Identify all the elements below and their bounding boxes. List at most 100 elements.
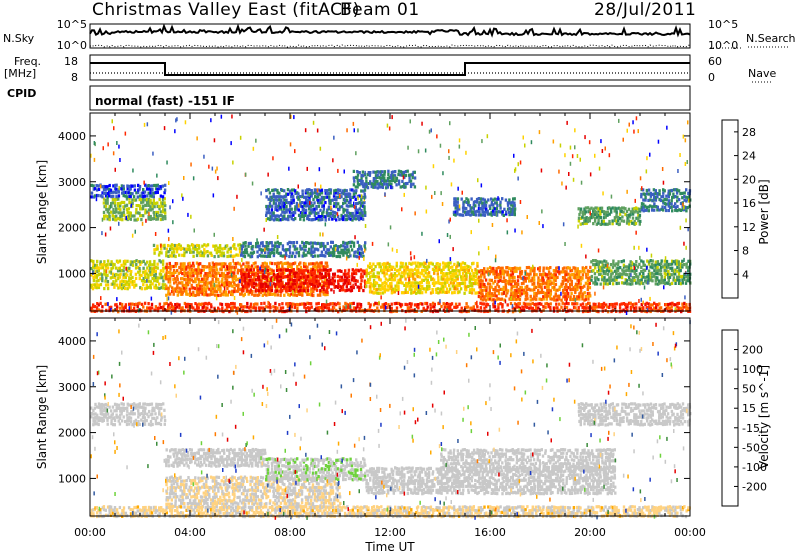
power-cell xyxy=(175,262,179,266)
power-cell xyxy=(124,194,127,198)
power-cell xyxy=(633,222,636,226)
power-cell xyxy=(133,184,136,188)
power-cell xyxy=(426,287,429,291)
power-cell xyxy=(493,212,497,216)
power-cell xyxy=(225,244,229,248)
power-cell xyxy=(318,242,322,246)
power-cell xyxy=(306,250,310,254)
power-cell xyxy=(465,285,468,289)
power-cell xyxy=(297,213,301,217)
power-cell xyxy=(454,210,457,214)
power-cell xyxy=(120,263,123,267)
power-cell xyxy=(485,286,488,290)
power-cell xyxy=(183,254,186,258)
power-cell xyxy=(254,282,258,286)
power-cell xyxy=(352,306,356,310)
power-cell xyxy=(492,305,495,309)
power-cell xyxy=(213,289,216,293)
power-cell xyxy=(334,244,338,248)
power-cell xyxy=(676,195,679,199)
power-cell xyxy=(131,302,134,306)
power-cell xyxy=(618,310,622,314)
power-cell xyxy=(97,184,100,188)
power-cell xyxy=(332,194,336,198)
power-cell xyxy=(506,291,509,295)
power-cell xyxy=(292,188,295,192)
power-cell xyxy=(102,184,106,189)
power-cell xyxy=(125,197,129,201)
power-cell xyxy=(151,276,154,281)
power-cell xyxy=(667,262,671,267)
power-cell xyxy=(299,261,302,265)
power-cell xyxy=(158,207,161,211)
power-cell xyxy=(436,287,439,291)
power-cell xyxy=(317,262,320,266)
power-cell xyxy=(126,273,129,277)
power-cell xyxy=(513,302,517,306)
power-cell xyxy=(153,279,156,283)
power-cell xyxy=(294,217,297,221)
power-cell xyxy=(319,218,322,222)
power-cell xyxy=(111,275,114,279)
power-cell xyxy=(267,211,270,215)
power-cell xyxy=(545,297,548,301)
power-noise xyxy=(390,185,392,190)
power-cell xyxy=(274,293,277,297)
power-cell xyxy=(216,250,220,254)
power-cell xyxy=(157,204,161,208)
power-cell xyxy=(325,210,329,215)
power-cell xyxy=(667,202,670,206)
power-cell xyxy=(564,297,567,301)
power-cell xyxy=(338,306,341,310)
power-noise xyxy=(319,232,321,237)
power-cell xyxy=(615,212,618,216)
power-cell xyxy=(202,277,206,281)
power-cell xyxy=(569,275,572,279)
power-cell xyxy=(143,301,147,305)
power-cell xyxy=(247,284,250,288)
power-cell xyxy=(160,214,163,218)
power-cell xyxy=(481,213,485,217)
power-cell xyxy=(127,184,131,188)
power-cell xyxy=(272,195,275,199)
power-cell xyxy=(418,275,422,279)
power-cell xyxy=(237,306,240,310)
power-cell xyxy=(194,268,197,272)
power-cell xyxy=(451,277,454,282)
power-cell xyxy=(425,280,429,285)
power-cell xyxy=(268,288,271,292)
power-cell xyxy=(354,197,357,201)
power-cell xyxy=(528,306,531,310)
power-noise xyxy=(687,227,689,232)
power-cell xyxy=(686,197,689,201)
power-cell xyxy=(228,271,231,275)
power-cell xyxy=(365,274,368,278)
power-cell xyxy=(369,281,372,286)
power-cell xyxy=(160,247,163,251)
power-cell xyxy=(454,278,457,283)
power-cell xyxy=(414,267,417,271)
power-cell xyxy=(104,187,107,192)
power-cell xyxy=(402,265,406,269)
power-cell xyxy=(678,275,681,279)
power-cell xyxy=(530,267,533,271)
power-cell xyxy=(385,182,388,186)
power-cell xyxy=(383,265,386,269)
power-cell xyxy=(290,254,294,258)
power-cell xyxy=(586,269,590,273)
power-cell xyxy=(649,191,653,195)
power-cell xyxy=(683,272,686,276)
power-cell xyxy=(687,269,690,273)
power-cell xyxy=(615,269,618,273)
power-cell xyxy=(561,301,564,305)
power-cell xyxy=(668,202,672,206)
power-cell xyxy=(621,206,624,210)
power-cell xyxy=(196,250,199,254)
power-cell xyxy=(583,305,586,309)
power-cell xyxy=(651,279,654,283)
power-cell xyxy=(237,277,240,281)
power-cell xyxy=(631,269,634,273)
power-cell xyxy=(640,274,643,278)
power-cell xyxy=(453,203,456,207)
power-cell xyxy=(178,265,181,270)
